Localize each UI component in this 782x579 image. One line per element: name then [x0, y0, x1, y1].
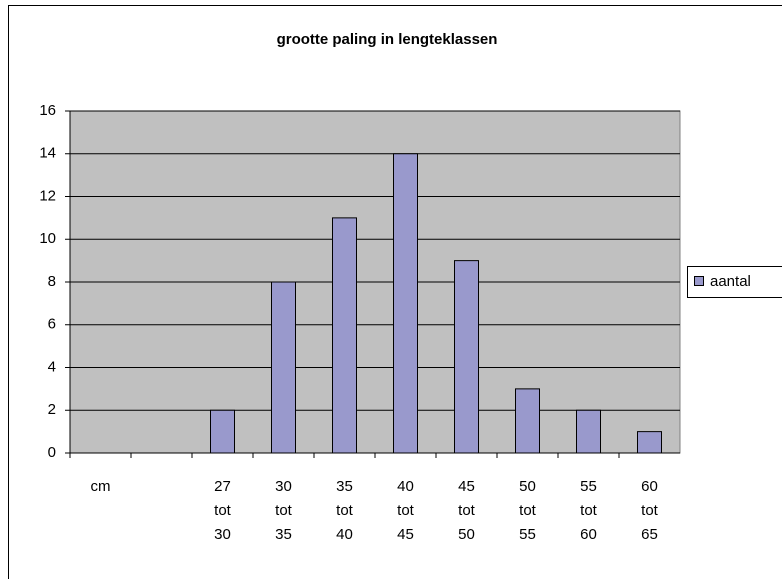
y-tick-label: 14	[39, 145, 56, 162]
x-tick-label: 60 tot 65	[641, 478, 658, 543]
x-tick-label: 30 tot 35	[275, 478, 292, 543]
y-tick-label: 4	[48, 358, 56, 375]
x-tick-label: 45 tot 50	[458, 478, 475, 543]
y-tick-label: 8	[48, 273, 56, 290]
bar	[576, 409, 601, 454]
bar	[637, 431, 662, 454]
x-tick-label: cm	[90, 478, 111, 495]
legend-swatch	[694, 276, 704, 286]
bar	[271, 281, 296, 454]
y-tick-label: 12	[39, 187, 56, 204]
legend-label: aantal	[710, 273, 751, 290]
y-tick-label: 16	[39, 102, 56, 119]
x-tick-label: 27 tot 30	[214, 478, 231, 543]
bar	[332, 217, 357, 454]
y-tick-label: 0	[48, 444, 56, 461]
chart-title: grootte paling in lengteklassen	[277, 31, 498, 48]
bar	[393, 153, 418, 454]
y-tick-label: 2	[48, 401, 56, 418]
x-tick-label: 55 tot 60	[580, 478, 597, 543]
x-tick-label: 40 tot 45	[397, 478, 414, 543]
y-tick-label: 6	[48, 316, 56, 333]
x-tick-label: 50 tot 55	[519, 478, 536, 543]
x-tick-label: 35 tot 40	[336, 478, 353, 543]
y-tick-label: 10	[39, 230, 56, 247]
bar	[210, 409, 235, 454]
bar	[454, 260, 479, 454]
bar	[515, 388, 540, 454]
